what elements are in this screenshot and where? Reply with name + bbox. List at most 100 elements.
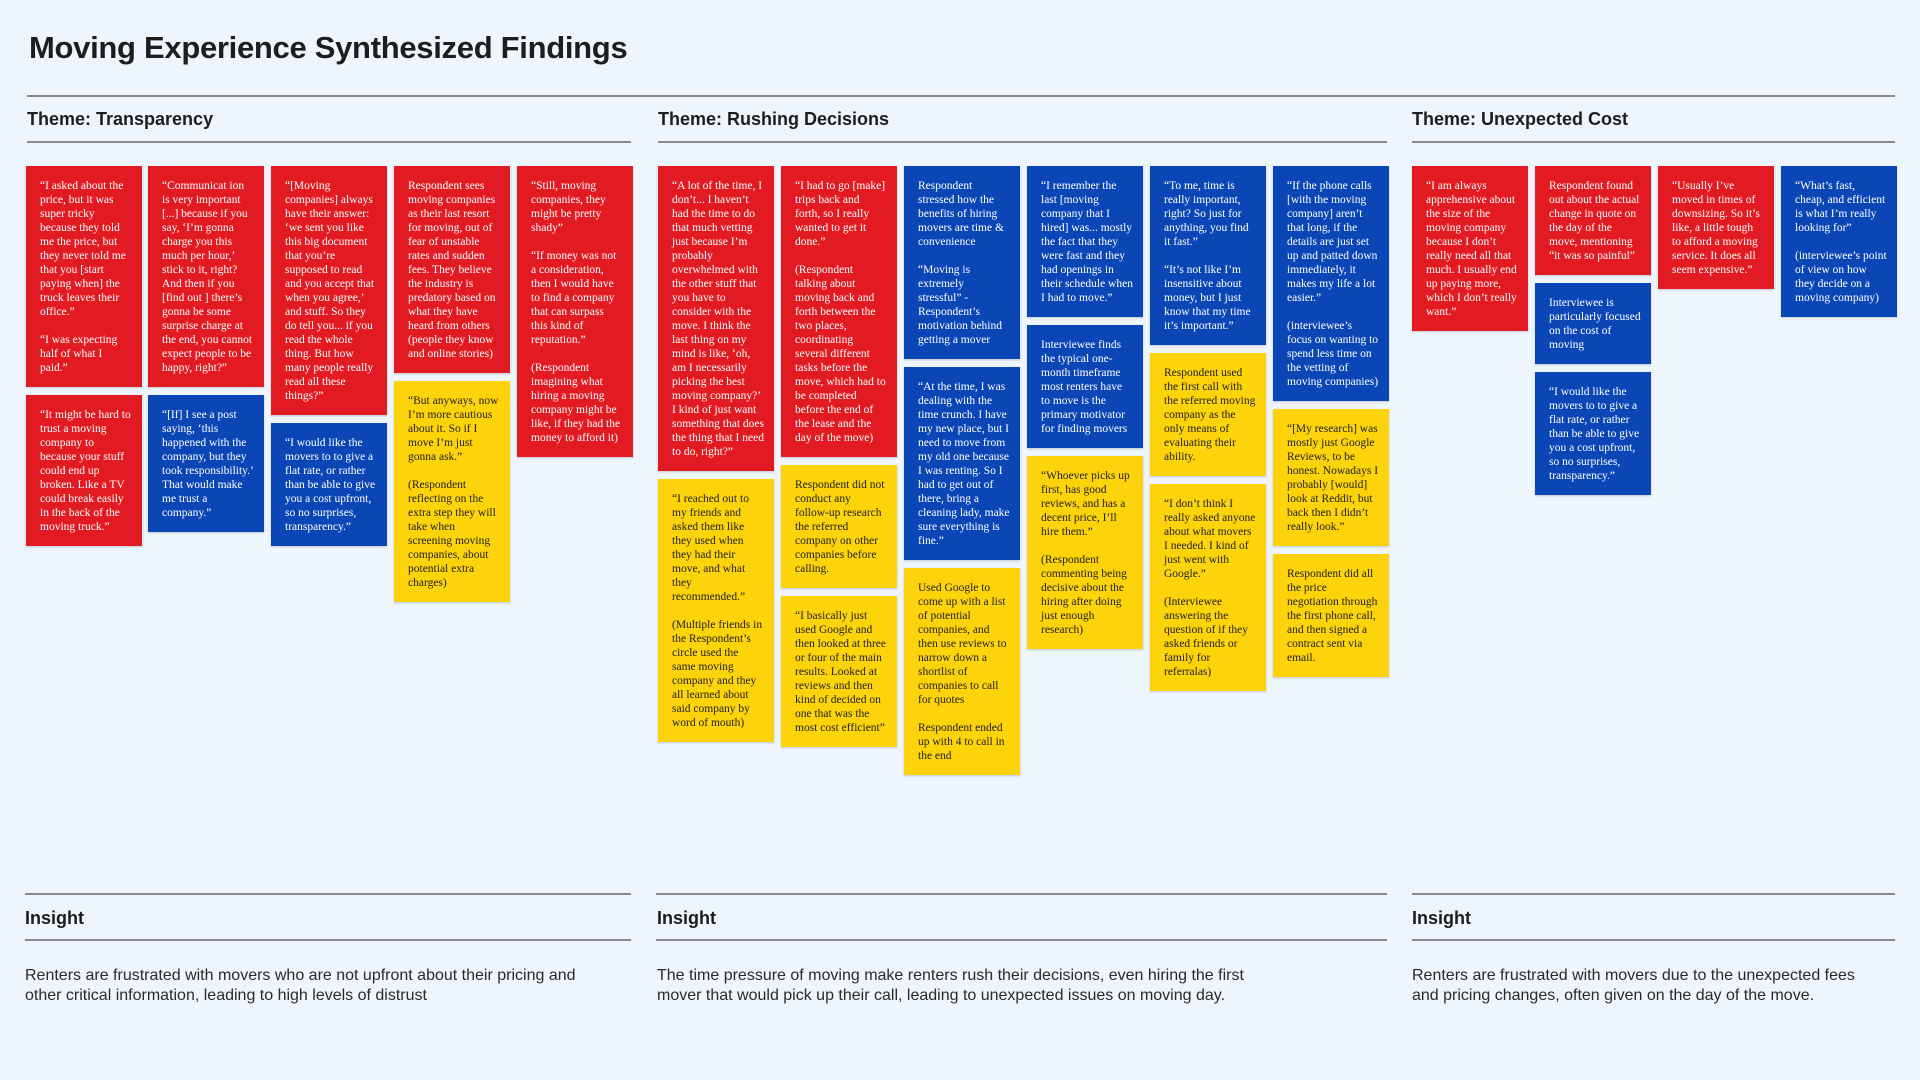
sticky-note-text: Respondent used the first call with the … [1164, 367, 1256, 463]
sticky-note-blue[interactable]: “If the phone calls [with the moving com… [1273, 166, 1389, 401]
insight-divider-bottom-rushing [656, 939, 1387, 941]
sticky-note-text: “I am always apprehensive about the size… [1426, 180, 1517, 318]
sticky-note-text: (Respondent imagining what hiring a movi… [531, 362, 621, 444]
sticky-note-text: Respondent did not conduct any follow-up… [795, 479, 885, 575]
sticky-note-text: Used Google to come up with a list of po… [918, 582, 1007, 706]
note-column-transparency-2: “Communicat ion is very important [...] … [148, 166, 264, 540]
sticky-note-text: “[My research] was mostly just Google Re… [1287, 423, 1379, 533]
sticky-note-blue[interactable]: “I would like the movers to to give a fl… [271, 423, 387, 546]
sticky-note-text: Interviewee is particularly focused on t… [1549, 297, 1641, 351]
sticky-note-text: “If money was not a consideration, then … [531, 250, 617, 346]
insight-text-rushing: The time pressure of moving make renters… [657, 967, 1244, 1004]
sticky-note-text: “Usually I’ve moved in times of downsizi… [1672, 180, 1760, 276]
insight-divider-bottom-transparency [25, 939, 631, 941]
title-divider [27, 95, 1895, 97]
sticky-note-text: “I was expecting half of what I paid.” [40, 334, 118, 374]
theme-heading-transparency: Theme: Transparency [27, 109, 214, 129]
theme-heading-unexpected-cost: Theme: Unexpected Cost [1412, 109, 1629, 129]
sticky-note-yellow[interactable]: “Whoever picks up first, has good review… [1027, 456, 1143, 649]
sticky-note-blue[interactable]: “To me, time is really important, right?… [1150, 166, 1266, 345]
note-column-transparency-5: “Still, moving companies, they might be … [517, 166, 633, 465]
sticky-note-blue[interactable]: Interviewee is particularly focused on t… [1535, 283, 1651, 364]
sticky-note-text: “Moving is extremely stressful” - Respon… [918, 264, 1003, 346]
sticky-note-red[interactable]: Respondent sees moving companies as thei… [394, 166, 510, 373]
sticky-note-text: “Whoever picks up first, has good review… [1041, 470, 1130, 538]
sticky-note-blue[interactable]: “I would like the movers to to give a fl… [1535, 372, 1651, 495]
sticky-note-text: “I would like the movers to to give a fl… [285, 437, 376, 533]
sticky-note-yellow[interactable]: “[My research] was mostly just Google Re… [1273, 409, 1389, 546]
sticky-note-text: “It’s not like I’m insensitive about mon… [1164, 264, 1251, 332]
note-column-unexpected-cost-2: Respondent found out about the actual ch… [1535, 166, 1651, 503]
sticky-note-red[interactable]: “Still, moving companies, they might be … [517, 166, 633, 457]
sticky-note-text: “[Moving companies] always have their an… [285, 180, 375, 402]
sticky-note-blue[interactable]: “I remember the last [moving company tha… [1027, 166, 1143, 317]
sticky-note-red[interactable]: “A lot of the time, I don’t... I haven’t… [658, 166, 774, 471]
theme-divider-unexpected-cost [1412, 141, 1895, 143]
insight-title-rushing: Insight [657, 908, 716, 928]
sticky-note-text: “What’s fast, cheap, and efficient is wh… [1795, 180, 1886, 234]
sticky-note-text: “I basically just used Google and then l… [795, 610, 887, 734]
sticky-note-text: Interviewee finds the typical one-month … [1041, 339, 1128, 435]
sticky-note-yellow[interactable]: Used Google to come up with a list of po… [904, 568, 1020, 775]
sticky-note-red[interactable]: Respondent found out about the actual ch… [1535, 166, 1651, 275]
sticky-note-yellow[interactable]: Respondent used the first call with the … [1150, 353, 1266, 476]
sticky-note-text: “At the time, I was dealing with the tim… [918, 381, 1010, 547]
sticky-note-red[interactable]: “Communicat ion is very important [...] … [148, 166, 264, 387]
sticky-note-blue[interactable]: “What’s fast, cheap, and efficient is wh… [1781, 166, 1897, 317]
note-column-transparency-4: Respondent sees moving companies as thei… [394, 166, 510, 610]
sticky-note-text: “Still, moving companies, they might be … [531, 180, 606, 234]
sticky-note-text: “I had to go [make] trips back and forth… [795, 180, 886, 248]
sticky-note-text: “A lot of the time, I don’t... I haven’t… [672, 180, 764, 458]
note-column-transparency-3: “[Moving companies] always have their an… [271, 166, 387, 554]
sticky-note-text: (Respondent commenting being decisive ab… [1041, 554, 1127, 636]
sticky-note-text: “I reached out to my friends and asked t… [672, 493, 749, 603]
sticky-note-text: “I would like the movers to to give a fl… [1549, 386, 1640, 482]
sticky-note-text: “I don’t think I really asked anyone abo… [1164, 498, 1256, 580]
sticky-note-text: (Respondent talking about moving back an… [795, 264, 886, 444]
sticky-note-text: “I remember the last [moving company tha… [1041, 180, 1133, 304]
sticky-note-blue[interactable]: “[If] I see a post saying, ‘this happene… [148, 395, 264, 532]
note-column-rushing-decisions-4: “I remember the last [moving company tha… [1027, 166, 1143, 657]
sticky-note-blue[interactable]: Interviewee finds the typical one-month … [1027, 325, 1143, 448]
insight-divider-top-rushing [656, 893, 1387, 895]
sticky-note-red[interactable]: “I am always apprehensive about the size… [1412, 166, 1528, 331]
sticky-note-red[interactable]: “I had to go [make] trips back and forth… [781, 166, 897, 457]
sticky-note-text: “But anyways, now I’m more cautious abou… [408, 395, 499, 463]
insight-text-cost: Renters are frustrated with movers due t… [1412, 967, 1855, 1004]
sticky-note-red[interactable]: “I asked about the price, but it was sup… [26, 166, 142, 387]
sticky-note-red[interactable]: “It might be hard to trust a moving comp… [26, 395, 142, 546]
sticky-note-yellow[interactable]: “But anyways, now I’m more cautious abou… [394, 381, 510, 602]
sticky-note-yellow[interactable]: Respondent did not conduct any follow-up… [781, 465, 897, 588]
sticky-note-blue[interactable]: Respondent stressed how the benefits of … [904, 166, 1020, 359]
sticky-note-text: Respondent stressed how the benefits of … [918, 180, 1004, 248]
page-title: Moving Experience Synthesized Findings [29, 30, 628, 65]
insight-title-transparency: Insight [25, 908, 84, 928]
note-column-rushing-decisions-5: “To me, time is really important, right?… [1150, 166, 1266, 699]
sticky-note-yellow[interactable]: “I reached out to my friends and asked t… [658, 479, 774, 742]
sticky-note-text: “[If] I see a post saying, ‘this happene… [162, 409, 254, 519]
insight-divider-top-transparency [25, 893, 631, 895]
sticky-note-text: (Respondent reflecting on the extra step… [408, 479, 496, 589]
sticky-note-text: (interviewee’s point of view on how they… [1795, 250, 1887, 304]
theme-divider-rushing-decisions [658, 141, 1387, 143]
sticky-note-red[interactable]: “[Moving companies] always have their an… [271, 166, 387, 415]
sticky-note-yellow[interactable]: Respondent did all the price negotiation… [1273, 554, 1389, 677]
sticky-note-blue[interactable]: “At the time, I was dealing with the tim… [904, 367, 1020, 560]
note-column-rushing-decisions-3: Respondent stressed how the benefits of … [904, 166, 1020, 783]
note-column-unexpected-cost-4: “What’s fast, cheap, and efficient is wh… [1781, 166, 1897, 325]
note-column-transparency-1: “I asked about the price, but it was sup… [26, 166, 142, 554]
insight-divider-bottom-cost [1412, 939, 1895, 941]
insight-divider-top-cost [1412, 893, 1895, 895]
note-column-unexpected-cost-3: “Usually I’ve moved in times of downsizi… [1658, 166, 1774, 297]
sticky-note-text: “I asked about the price, but it was sup… [40, 180, 126, 318]
note-column-rushing-decisions-6: “If the phone calls [with the moving com… [1273, 166, 1389, 685]
theme-heading-rushing-decisions: Theme: Rushing Decisions [658, 109, 890, 129]
sticky-note-yellow[interactable]: “I basically just used Google and then l… [781, 596, 897, 747]
sticky-note-text: (Multiple friends in the Respondent’s ci… [672, 619, 763, 729]
sticky-note-text: (Interviewee answering the question of i… [1164, 596, 1248, 678]
sticky-note-red[interactable]: “Usually I’ve moved in times of downsizi… [1658, 166, 1774, 289]
sticky-note-text: “To me, time is really important, right?… [1164, 180, 1249, 248]
insight-text-transparency: Renters are frustrated with movers who a… [25, 967, 576, 1004]
sticky-note-text: Respondent sees moving companies as thei… [408, 180, 496, 360]
sticky-note-yellow[interactable]: “I don’t think I really asked anyone abo… [1150, 484, 1266, 691]
